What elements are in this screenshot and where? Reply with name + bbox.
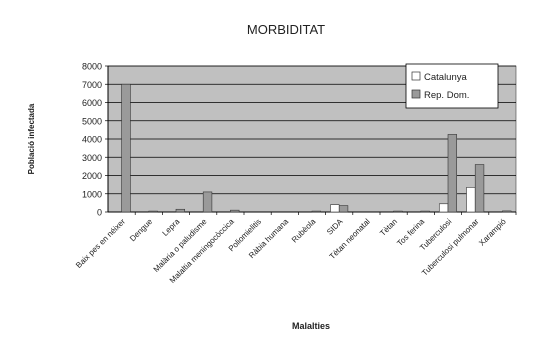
bar-catalunya bbox=[466, 187, 475, 212]
bar-rep-dom bbox=[339, 206, 348, 212]
bar-rep-dom bbox=[149, 211, 158, 212]
bar-catalunya bbox=[439, 204, 448, 212]
y-tick-label: 7000 bbox=[82, 80, 102, 90]
x-tick-label: Xarampió bbox=[477, 217, 508, 248]
y-tick-label: 3000 bbox=[82, 153, 102, 163]
bar-catalunya bbox=[330, 205, 339, 212]
legend-label: Catalunya bbox=[424, 72, 467, 83]
legend-box bbox=[406, 64, 498, 108]
bar-rep-dom bbox=[230, 210, 239, 212]
bar-rep-dom bbox=[394, 211, 403, 212]
y-tick-label: 2000 bbox=[82, 171, 102, 181]
y-tick-label: 1000 bbox=[82, 189, 102, 199]
legend-label: Rep. Dom. bbox=[424, 90, 469, 101]
y-tick-label: 5000 bbox=[82, 116, 102, 126]
y-axis-label: Població infectada bbox=[27, 103, 36, 174]
x-tick-label: Dengue bbox=[128, 217, 155, 244]
bar-rep-dom bbox=[448, 134, 457, 212]
x-tick-label: Baix pes en néixer bbox=[74, 217, 127, 270]
bar-rep-dom bbox=[502, 211, 511, 212]
x-tick-label: Lepra bbox=[161, 217, 182, 238]
bar-rep-dom bbox=[312, 211, 321, 212]
y-tick-label: 6000 bbox=[82, 98, 102, 108]
bar-rep-dom bbox=[475, 165, 484, 212]
x-tick-label: SIDA bbox=[325, 217, 345, 237]
legend-swatch bbox=[412, 72, 420, 80]
x-tick-label: Rubèola bbox=[290, 217, 318, 245]
chart-title: MORBIDITAT bbox=[247, 22, 325, 37]
legend-swatch bbox=[412, 90, 420, 98]
y-tick-label: 0 bbox=[97, 208, 102, 218]
x-axis-label: Malalties bbox=[292, 321, 330, 331]
bar-rep-dom bbox=[176, 209, 185, 212]
legend: Catalunya Rep. Dom. bbox=[406, 64, 498, 108]
bar-rep-dom bbox=[203, 192, 212, 212]
x-tick-label: Tètan bbox=[378, 217, 399, 238]
y-tick-label: 8000 bbox=[82, 62, 102, 72]
bar-rep-dom bbox=[122, 84, 131, 212]
y-tick-label: 4000 bbox=[82, 135, 102, 145]
bar-rep-dom bbox=[421, 211, 430, 212]
